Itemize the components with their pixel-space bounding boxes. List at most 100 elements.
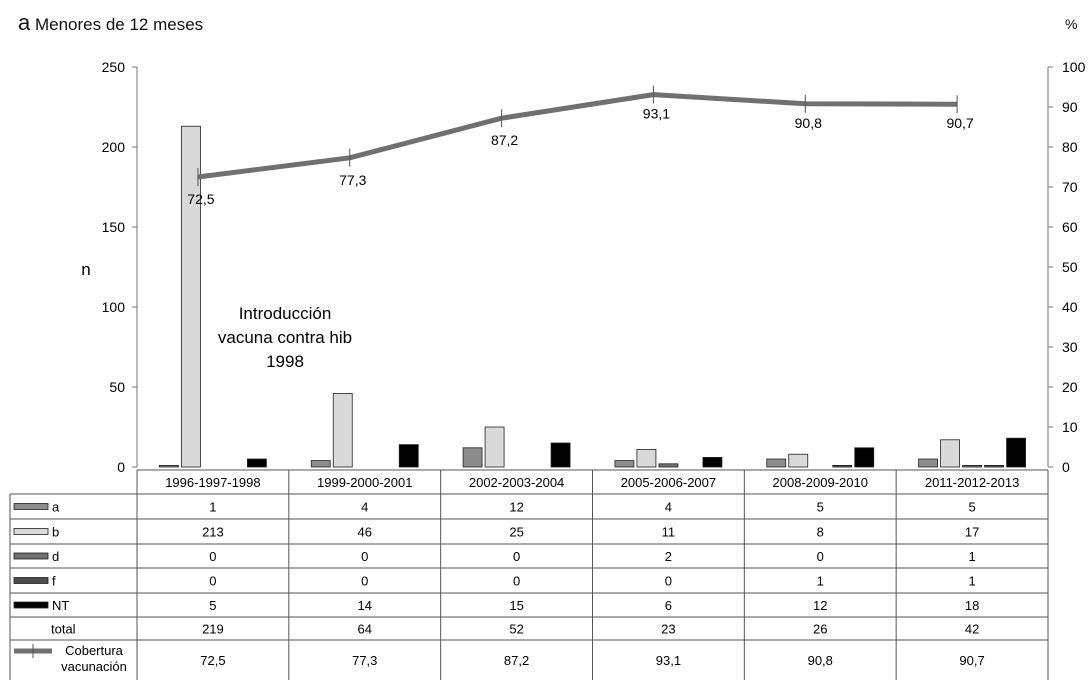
bar-b [332, 392, 353, 468]
table-cell: 17 [965, 525, 979, 540]
bar-f [832, 464, 853, 468]
table-cell: 11 [662, 525, 676, 540]
table-cell: 0 [665, 574, 672, 589]
coverage-line [197, 92, 958, 180]
bar-d [962, 464, 982, 468]
right-tick-label: 70 [1062, 179, 1078, 195]
table-cell: 0 [209, 574, 216, 589]
legend-label: Cobertura [65, 643, 124, 658]
legend-swatch-f [13, 577, 49, 584]
bar-nt [550, 442, 571, 468]
bar-a [462, 447, 483, 468]
right-tick-label: 0 [1062, 459, 1070, 475]
right-tick-label: 30 [1062, 339, 1078, 355]
bar-f [984, 464, 1004, 468]
legend-label: total [51, 622, 76, 637]
legend-swatch-b [13, 528, 49, 535]
table-cell: 213 [202, 525, 224, 540]
table-cell: 4 [665, 500, 672, 515]
left-axis-label: n [81, 260, 90, 279]
table-cell: 5 [209, 598, 216, 613]
bar-nt [854, 447, 875, 468]
category-label: 2008-2009-2010 [773, 475, 868, 490]
right-tick-label: 90 [1062, 99, 1078, 115]
bar-a [766, 458, 787, 468]
table-cell: 0 [513, 574, 520, 589]
right-tick-label: 20 [1062, 379, 1078, 395]
table-cell: 1 [968, 549, 975, 564]
bar-a [310, 460, 331, 468]
legend-label: NT [52, 598, 69, 613]
category-label: 2011-2012-2013 [925, 475, 1019, 490]
table-cell: 6 [665, 598, 672, 613]
bar-b [636, 448, 657, 468]
bar-a [614, 460, 635, 468]
right-axis-label: % [1065, 16, 1078, 32]
table-cell: 5 [968, 500, 975, 515]
bar-a [918, 458, 938, 468]
table-cell: 0 [361, 574, 368, 589]
table-cell: 4 [361, 500, 368, 515]
table-cell: 0 [817, 549, 824, 564]
table-cell: 12 [509, 500, 523, 515]
bar-nt [702, 456, 723, 468]
table-cell: 26 [813, 622, 827, 637]
table-cell: 72,5 [200, 653, 225, 668]
category-label: 2002-2003-2004 [469, 475, 564, 490]
right-tick-label: 50 [1062, 259, 1078, 275]
table-cell: 1 [817, 574, 824, 589]
bar-nt [247, 458, 267, 468]
table-cell: 23 [661, 622, 675, 637]
bar-b [788, 453, 809, 468]
bar-nt [1006, 437, 1026, 468]
legend-label: f [52, 574, 56, 589]
table-cell: 90,7 [959, 653, 984, 668]
bar-b [181, 125, 201, 468]
table-cell: 219 [202, 622, 224, 637]
table-cell: 0 [513, 549, 520, 564]
left-tick-label: 150 [102, 219, 126, 235]
chart-title: a Menores de 12 meses [18, 10, 203, 36]
table-cell: 15 [509, 598, 523, 613]
table-cell: 0 [361, 549, 368, 564]
table-cell: 90,8 [808, 653, 833, 668]
coverage-data-label: 72,5 [187, 191, 214, 207]
table-cell: 64 [358, 622, 372, 637]
table-cell: 0 [209, 549, 216, 564]
legend-swatch-a [13, 503, 49, 510]
legend-label: vacunación [61, 659, 127, 674]
legend-label: b [52, 525, 59, 540]
table-cell: 77,3 [352, 653, 377, 668]
legend-swatch-nt [13, 601, 49, 609]
bar-b [484, 426, 505, 468]
right-tick-label: 10 [1062, 419, 1078, 435]
table-cell: 52 [509, 622, 523, 637]
coverage-data-label: 90,7 [946, 115, 973, 131]
legend-label: a [52, 500, 60, 515]
left-tick-label: 50 [109, 379, 125, 395]
table-cell: 1 [209, 500, 216, 515]
table-cell: 8 [817, 525, 824, 540]
right-tick-label: 40 [1062, 299, 1078, 315]
table-cell: 1 [968, 574, 975, 589]
table-cell: 87,2 [504, 653, 529, 668]
legend-label: d [52, 549, 59, 564]
right-tick-label: 80 [1062, 139, 1078, 155]
chart-title-text: Menores de 12 meses [34, 15, 204, 34]
table-cell: 46 [358, 525, 372, 540]
category-label: 1996-1997-1998 [165, 475, 260, 490]
bar-b [940, 439, 960, 468]
table-cell: 12 [813, 598, 827, 613]
table-cell: 42 [965, 622, 979, 637]
category-label: 1999-2000-2001 [317, 475, 412, 490]
table-cell: 2 [665, 549, 672, 564]
panel-letter: a [18, 10, 31, 35]
category-label: 2005-2006-2007 [621, 475, 716, 490]
annotation-text: Introducción [239, 304, 332, 323]
table-cell: 5 [817, 500, 824, 515]
left-tick-label: 250 [102, 59, 126, 75]
table-cell: 93,1 [656, 653, 681, 668]
legend-swatch-d [13, 552, 49, 560]
